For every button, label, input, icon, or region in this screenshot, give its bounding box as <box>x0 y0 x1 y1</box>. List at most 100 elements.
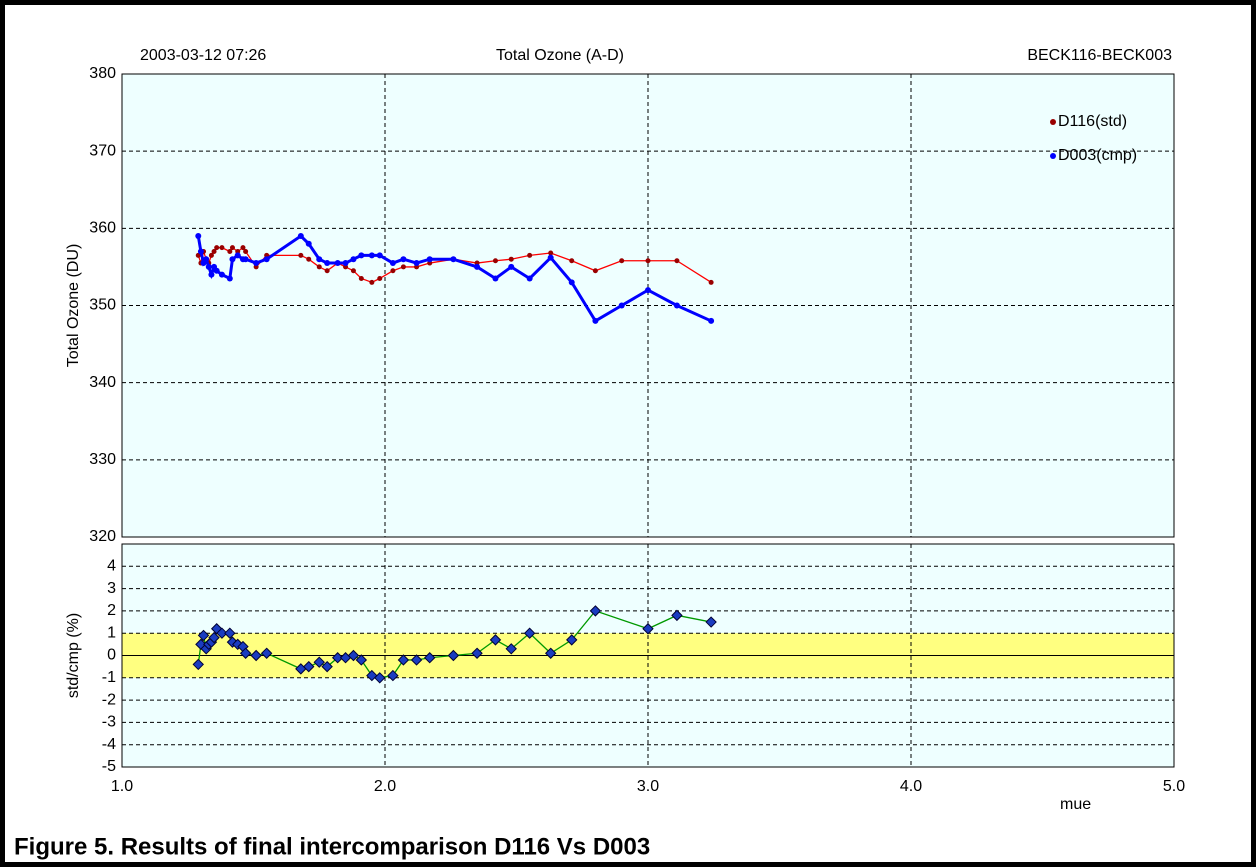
point <box>369 279 375 285</box>
y-tick-label: 0 <box>107 647 116 664</box>
point <box>358 252 365 259</box>
point <box>566 634 578 646</box>
point <box>263 256 270 263</box>
point <box>413 260 420 267</box>
y-tick-label: -2 <box>102 691 116 708</box>
point <box>390 268 396 274</box>
point <box>197 248 204 255</box>
legend-label: D003(cmp) <box>1058 147 1137 164</box>
y-tick-label: -3 <box>102 714 116 731</box>
point <box>218 271 225 278</box>
point <box>377 275 383 281</box>
point <box>447 649 460 662</box>
point <box>229 245 235 251</box>
point <box>389 260 396 267</box>
point <box>355 654 368 666</box>
point <box>569 258 575 264</box>
point <box>544 647 557 659</box>
plot-border <box>121 543 1175 768</box>
point <box>213 267 220 274</box>
point <box>208 271 215 278</box>
x-tick-label: 4.0 <box>900 778 922 795</box>
point <box>400 264 406 270</box>
y-tick-label: 2 <box>107 602 116 619</box>
point <box>298 252 304 258</box>
x-tick-label: 5.0 <box>1163 778 1185 795</box>
point <box>350 256 357 263</box>
y-tick-label: -1 <box>102 669 116 686</box>
y-axis-label: std/cmp (%) <box>65 613 82 698</box>
point <box>547 254 554 261</box>
point <box>673 302 680 309</box>
point <box>316 256 323 263</box>
y-tick-label: 330 <box>89 451 116 468</box>
point <box>526 275 533 282</box>
point <box>253 260 260 267</box>
point <box>619 258 625 264</box>
chart-title: Total Ozone (A-D) <box>496 47 624 64</box>
point <box>297 233 304 240</box>
point <box>592 317 599 324</box>
point <box>316 264 322 270</box>
point <box>214 245 220 251</box>
y-tick-label: 340 <box>89 374 116 391</box>
legend-marker <box>1050 153 1056 159</box>
y-tick-label: 350 <box>89 297 116 314</box>
point <box>226 275 233 282</box>
point <box>474 263 481 270</box>
point <box>471 647 483 659</box>
point <box>568 279 575 286</box>
point <box>243 248 249 254</box>
point <box>224 627 236 639</box>
x-tick-label: 1.0 <box>111 778 133 795</box>
point <box>306 256 312 262</box>
point <box>324 268 330 274</box>
point <box>324 260 331 267</box>
point <box>527 252 533 258</box>
point <box>197 629 210 642</box>
point <box>368 252 375 259</box>
point <box>211 248 217 254</box>
point <box>205 263 212 270</box>
point <box>548 250 554 256</box>
point <box>492 258 498 264</box>
point <box>216 627 228 639</box>
point <box>208 252 214 258</box>
point <box>589 605 602 617</box>
date: 2003-03-12 07:26 <box>140 47 266 64</box>
point <box>489 634 502 646</box>
y-tick-label: 1 <box>107 624 116 641</box>
point <box>229 256 236 263</box>
y-tick-label: 370 <box>89 142 116 159</box>
point <box>592 268 598 274</box>
x-tick-label: 3.0 <box>637 778 659 795</box>
point <box>240 245 246 251</box>
point <box>305 240 312 247</box>
plot-border <box>121 73 1175 538</box>
point <box>410 654 423 666</box>
point <box>508 256 514 262</box>
point <box>321 660 333 673</box>
point <box>387 669 399 682</box>
point <box>400 256 407 263</box>
point <box>376 252 383 259</box>
point <box>208 631 220 644</box>
y-tick-label: 4 <box>107 558 116 575</box>
point <box>227 248 233 254</box>
point <box>674 258 680 264</box>
point <box>508 263 515 270</box>
caption: Figure 5. Results of final intercomparis… <box>14 833 650 860</box>
point <box>331 652 344 664</box>
point <box>303 660 315 673</box>
point <box>645 287 651 294</box>
point <box>645 258 651 264</box>
point <box>334 260 341 267</box>
point <box>203 256 210 263</box>
y-tick-label: -4 <box>102 736 116 753</box>
point <box>195 233 202 240</box>
point <box>342 260 349 267</box>
point <box>708 279 714 285</box>
point <box>242 256 249 263</box>
